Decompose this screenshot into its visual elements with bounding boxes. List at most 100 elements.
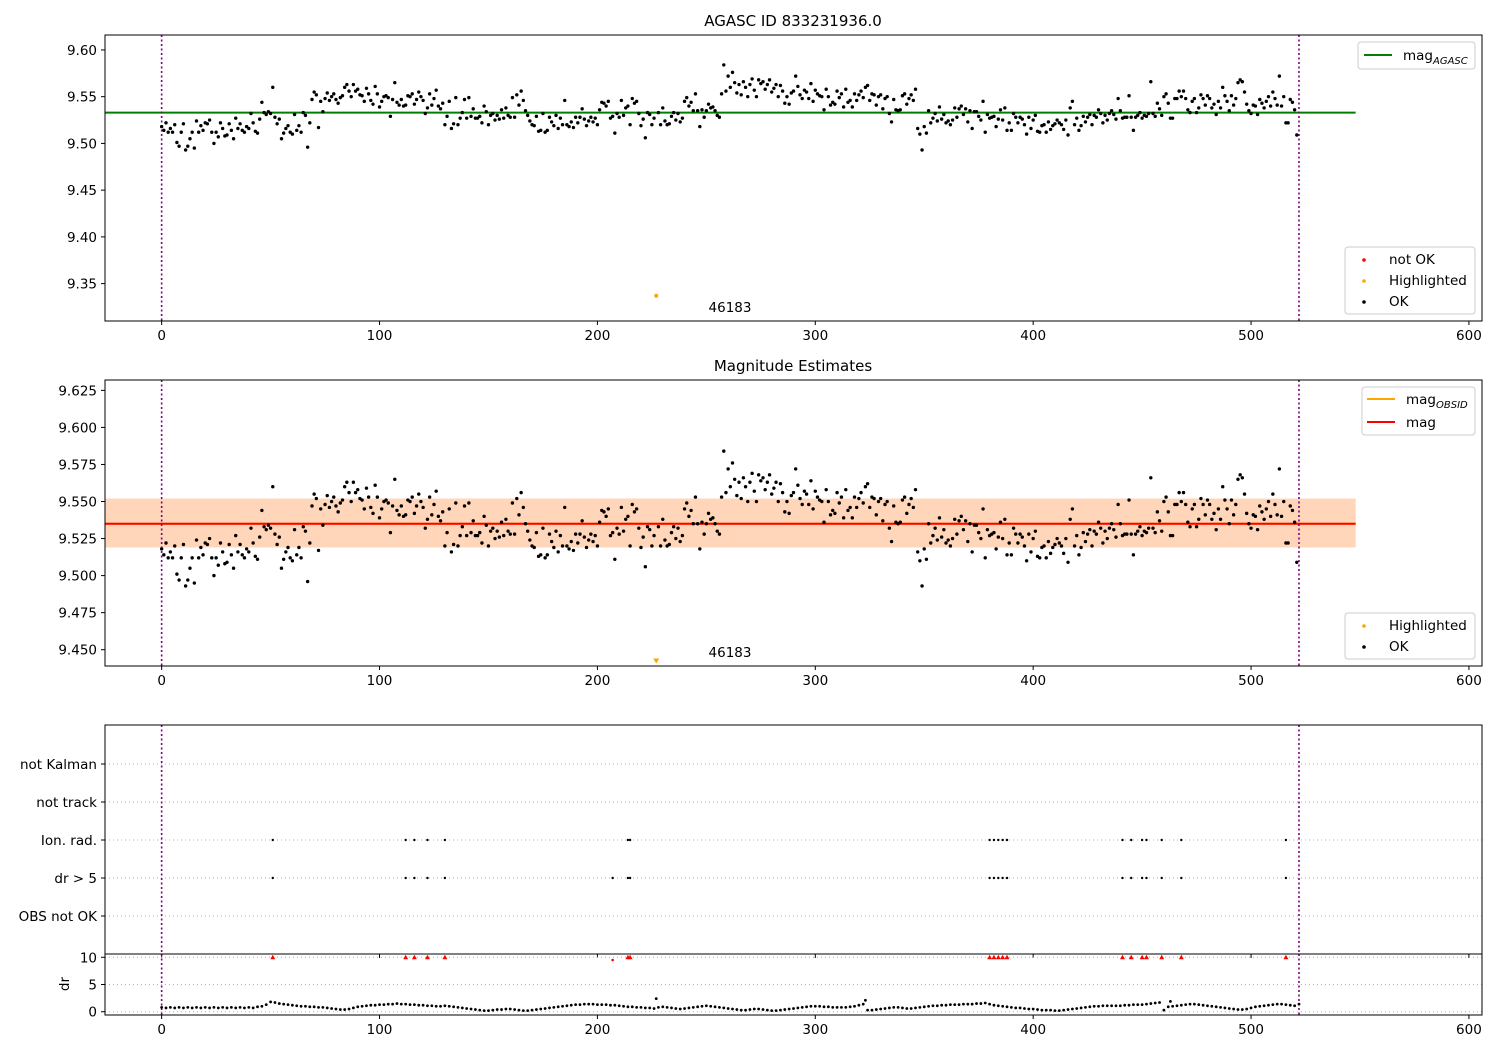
ok-point [835,89,839,93]
ok-point [950,536,955,541]
ok-point [586,119,591,123]
ok-point [214,130,218,134]
dr-point [1162,1008,1166,1012]
ok-point [750,77,754,81]
ok-point [1057,541,1062,545]
ok-point [301,110,305,115]
ok-point [844,487,848,492]
y-tick-label: 9.500 [58,569,97,585]
ok-point [785,94,789,99]
ok-point [1140,116,1144,120]
dr-point [447,1004,451,1008]
ok-point [284,126,288,131]
dr-point [831,1005,835,1009]
ok-point [1048,127,1053,132]
ok-point [438,107,443,111]
ok-point [1033,529,1038,533]
ok-point [430,513,434,517]
ok-point [1009,553,1014,557]
ok-point [754,94,759,99]
dr-point [970,1002,974,1006]
ok-point [957,107,961,111]
ok-point [430,103,434,107]
ok-point [711,105,715,109]
ok-point [1079,123,1083,128]
ok-point [759,479,763,483]
dr-point [757,1007,761,1011]
dr-point [1118,1004,1122,1008]
ok-point [1170,116,1175,120]
ok-point [238,122,242,126]
x-tick-label: 0 [157,328,166,344]
ok-point [164,541,168,545]
dr-point [905,1007,909,1010]
ok-point [604,514,608,519]
ok-point [1107,111,1112,116]
ok-point [1079,545,1083,550]
ok-point [728,484,733,489]
ok-point [606,507,611,511]
ok-point [865,482,870,486]
ok-point [1194,110,1199,115]
flag-point [1284,876,1288,880]
ok-point [196,556,201,560]
ok-point [345,480,349,484]
dr-point [1070,1007,1074,1011]
ok-point [497,117,502,121]
ok-point [545,553,549,557]
ok-point [212,141,216,146]
dr-point [622,1004,625,1008]
ok-point [994,547,998,551]
ok-point [1157,107,1162,111]
ok-point [702,115,706,119]
ok-point [1149,80,1153,84]
ok-point [491,111,495,116]
ok-point [1183,96,1188,101]
dr-point [469,1007,473,1011]
dr-clipped-marker [442,954,448,960]
ok-point [366,495,371,499]
ok-point [478,114,482,119]
ok-point [1194,525,1199,529]
ok-point [746,499,750,504]
ok-point [776,94,780,99]
ok-point [1282,499,1286,504]
ok-point [1051,545,1055,550]
ok-point [929,121,933,125]
ok-point [397,513,401,517]
dr-clipped-marker [1139,954,1145,960]
ok-point [637,111,641,116]
ok-point [983,130,987,134]
ok-point [807,96,811,101]
ok-point [1020,117,1024,121]
ok-point [765,480,770,484]
ok-point [207,536,212,541]
ok-point [168,126,173,131]
ok-point [783,510,787,514]
ok-point [1236,477,1240,481]
ok-point [260,100,264,104]
dr-point [513,1008,517,1011]
ok-point [532,123,536,128]
ok-point [844,87,848,91]
ok-point [523,522,528,526]
ok-point [292,112,297,117]
ok-point [323,96,327,101]
ok-point [639,545,643,550]
ok-point [1271,90,1275,94]
dr-point [887,1006,891,1010]
dr-point [251,1006,255,1010]
flag-row-label: not Kalman [20,757,97,773]
y-tick-label: 9.625 [58,383,97,399]
ok-point [685,501,689,505]
ok-point [706,511,711,516]
ok-point [1133,532,1138,536]
ok-point [772,86,776,90]
dr-point [500,1008,503,1011]
ok-point [275,542,279,547]
flag-point [1145,838,1148,842]
dr-point [687,1006,691,1010]
ok-point [693,92,698,96]
ok-point [798,496,802,501]
ok-point [619,505,624,510]
